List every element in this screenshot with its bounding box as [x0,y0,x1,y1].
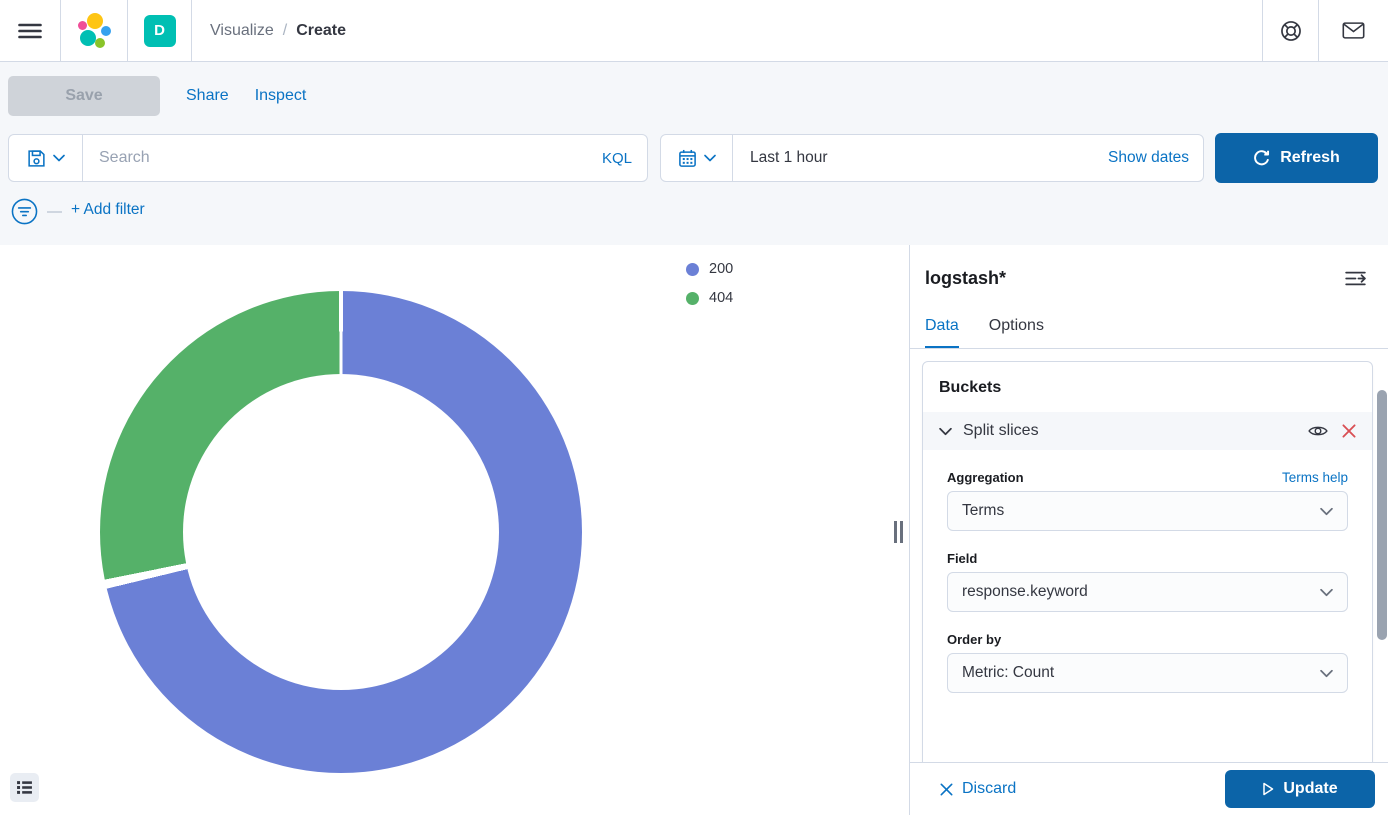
search-input[interactable] [83,149,602,167]
search-bar: KQL [8,134,648,182]
breadcrumb-separator: / [282,21,288,39]
space-badge: D [143,14,176,47]
filter-options-button[interactable] [11,198,38,225]
legend-color-dot [686,262,699,276]
hamburger-icon [18,23,42,38]
breadcrumb-current: Create [296,21,347,39]
bucket-title: Split slices [963,422,1039,439]
chevron-down-icon [1320,507,1333,515]
breadcrumb-section[interactable]: Visualize [210,21,274,39]
calendar-icon [678,149,696,167]
time-range-value[interactable]: Last 1 hour [750,149,828,166]
terms-help-link[interactable]: Terms help [1281,470,1348,485]
visualization-editor-panel: logstash* Data Options [910,245,1388,815]
editor-footer: Discard Update [910,762,1388,815]
filter-divider [47,211,62,213]
newsfeed-button[interactable] [1318,0,1388,61]
order-by-group: Order by Metric: Count [939,632,1356,693]
query-bar: KQL Last 1 ho [0,130,1388,186]
close-icon [940,782,953,796]
remove-bucket-button[interactable] [1342,424,1356,438]
share-link[interactable]: Share [186,87,229,104]
add-filter-button[interactable]: + Add filter [71,201,145,218]
visualize-toolbar: Save Share Inspect [0,62,1388,130]
split-slices-accordion[interactable]: Split slices [923,412,1372,450]
main-content: 200 404 [0,245,1388,815]
editor-scroll-area: Buckets Split slices [910,350,1388,762]
donut-chart[interactable] [100,291,582,773]
inspect-link[interactable]: Inspect [254,87,307,104]
legend-label: 404 [709,290,734,306]
aggregation-value: Terms [962,502,1005,519]
legend-label: 200 [709,261,734,277]
tab-data[interactable]: Data [925,305,959,348]
aggregation-label: Aggregation [947,470,1024,485]
chevron-down-icon [52,154,65,162]
field-value: response.keyword [962,583,1088,600]
elastic-logo-icon [76,12,112,49]
buckets-card: Buckets Split slices [922,361,1373,762]
update-label: Update [1283,780,1338,797]
discard-label: Discard [962,780,1017,797]
legend-toggle-button[interactable] [10,773,39,802]
editor-tabs: Data Options [910,305,1388,349]
eye-icon [1308,426,1328,436]
play-icon [1263,782,1274,796]
editor-scrollbar[interactable] [1377,390,1387,640]
menu-right-icon [1345,271,1366,285]
chevron-down-icon [703,154,716,162]
menu-button[interactable] [0,0,61,61]
legend-item[interactable]: 404 [686,290,733,306]
index-pattern-title: logstash* [925,267,1007,288]
order-by-select[interactable]: Metric: Count [947,653,1348,693]
aggregation-group: Aggregation Terms help Terms [939,470,1356,531]
elastic-logo[interactable] [61,0,128,61]
saved-query-button[interactable] [9,135,83,181]
space-selector[interactable]: D [128,0,192,61]
query-language-button[interactable]: KQL [601,149,632,167]
chart-legend: 200 404 [686,261,733,306]
field-select[interactable]: response.keyword [947,572,1348,612]
close-icon [1342,424,1356,438]
chevron-down-icon [939,427,952,435]
help-icon [1280,20,1301,41]
collapse-panel-button[interactable] [1343,268,1368,289]
chevron-down-icon [1320,669,1333,677]
visualization-panel: 200 404 [0,245,910,815]
save-query-icon [27,149,45,167]
list-icon [17,781,32,794]
buckets-heading: Buckets [939,379,1002,396]
aggregation-select[interactable]: Terms [947,491,1348,531]
help-button[interactable] [1262,0,1318,61]
mail-icon [1342,22,1365,39]
chevron-down-icon [1320,588,1333,596]
editor-header: logstash* [910,245,1388,305]
order-by-label: Order by [947,632,1002,647]
panel-resize-handle[interactable] [892,519,905,545]
update-button[interactable]: Update [1225,770,1375,808]
order-by-value: Metric: Count [962,664,1055,681]
save-button[interactable]: Save [8,76,160,116]
breadcrumb: Visualize / Create [192,0,1262,61]
field-label: Field [947,551,978,566]
filter-bar: + Add filter [0,186,1388,245]
legend-color-dot [686,291,699,305]
filter-icon [11,198,38,225]
top-navigation-bar: D Visualize / Create [0,0,1388,62]
time-picker: Last 1 hour Show dates [660,134,1204,182]
field-group: Field response.keyword [939,551,1356,612]
legend-item[interactable]: 200 [686,261,733,277]
date-quick-select-button[interactable] [661,135,733,181]
refresh-button[interactable]: Refresh [1215,133,1378,183]
discard-button[interactable]: Discard [940,780,1016,798]
refresh-icon [1254,149,1270,165]
refresh-label: Refresh [1280,149,1340,166]
tab-options[interactable]: Options [988,316,1044,334]
toggle-visibility-button[interactable] [1308,424,1328,438]
show-dates-button[interactable]: Show dates [1108,149,1189,166]
